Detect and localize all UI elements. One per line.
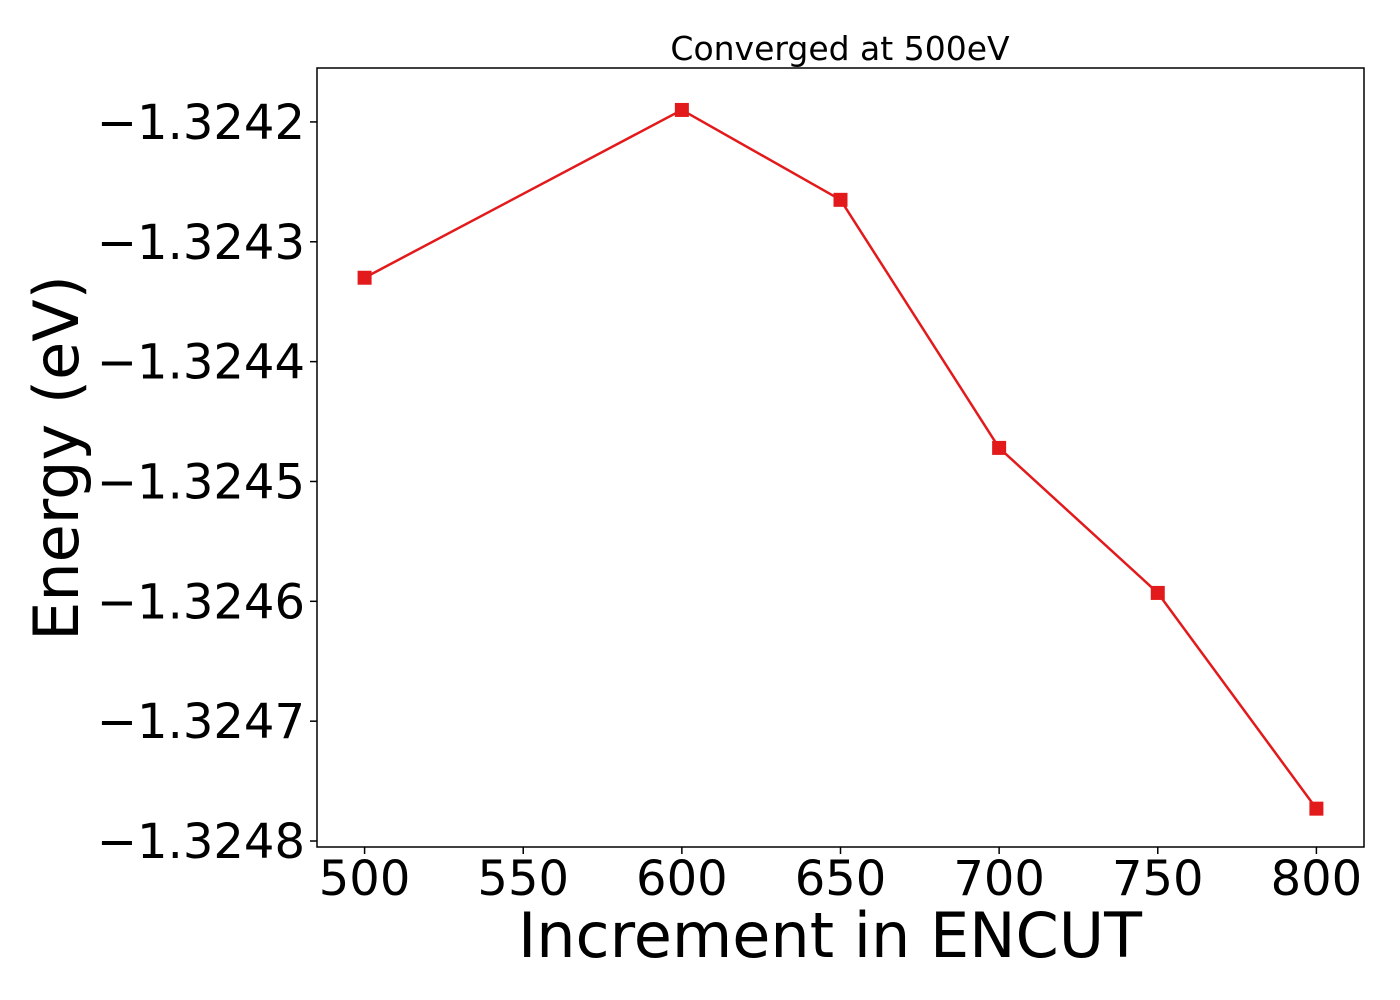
series-layer: [357, 102, 1324, 816]
data-point-marker: [1309, 801, 1324, 816]
y-tick-label: −1.3243: [97, 215, 305, 271]
x-tick-label: 650: [795, 851, 887, 907]
x-tick-label: 750: [1112, 851, 1204, 907]
x-tick-label: 600: [636, 851, 728, 907]
y-tick-label: −1.3246: [97, 574, 305, 630]
data-point-marker: [357, 270, 372, 285]
y-tick-label: −1.3245: [97, 454, 305, 510]
data-point-marker: [833, 192, 848, 207]
x-tick-label: 550: [477, 851, 569, 907]
y-axis-label: Energy (eV): [20, 275, 93, 641]
series-line: [364, 108, 1318, 810]
x-tick-label: 800: [1271, 851, 1363, 907]
y-axis-ticks: −1.3242 −1.3243 −1.3244 −1.3245 −1.3246 −1.32…: [97, 95, 317, 870]
x-axis-ticks: 500 550 600 650 700 750 800: [319, 847, 1362, 907]
x-axis-label: Increment in ENCUT: [518, 899, 1143, 972]
chart-title: Converged at 500eV: [670, 29, 1010, 68]
plot-area-frame: [316, 67, 1365, 848]
data-point-marker: [674, 102, 689, 117]
y-tick-label: −1.3248: [97, 814, 305, 870]
data-point-marker: [1150, 585, 1165, 600]
x-tick-label: 500: [319, 851, 411, 907]
data-point-marker: [992, 440, 1007, 455]
y-tick-label: −1.3247: [97, 694, 305, 750]
y-tick-label: −1.3244: [97, 335, 305, 391]
y-tick-label: −1.3242: [97, 95, 305, 151]
x-tick-label: 700: [953, 851, 1045, 907]
